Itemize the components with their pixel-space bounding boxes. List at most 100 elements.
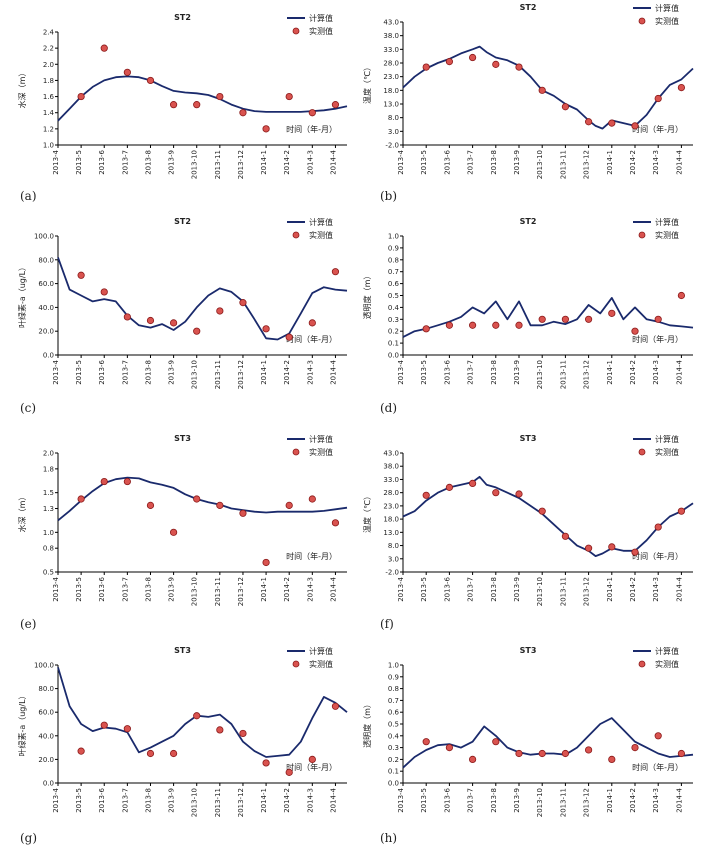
panel-letter: (e)	[20, 617, 36, 631]
observed-point	[239, 109, 247, 117]
x-axis-label: 时间（年-月）	[286, 124, 337, 134]
x-tick-label: 2014-3	[306, 788, 314, 813]
y-tick-label: 0.1	[388, 768, 399, 776]
legend-obs-label: 实测值	[655, 659, 679, 669]
observed-point	[262, 325, 270, 333]
observed-point	[677, 291, 686, 300]
x-tick-label: 2014-2	[283, 577, 291, 602]
y-tick-label: -2.0	[385, 569, 399, 577]
chart-title: ST3	[520, 434, 537, 443]
x-tick-label: 2013-9	[513, 150, 521, 175]
x-tick-label: 2014-1	[260, 150, 268, 175]
y-tick-label: 8.0	[388, 542, 399, 550]
observed-point	[170, 749, 178, 758]
x-tick-label: 2014-2	[629, 150, 637, 175]
x-tick-label: 2013-4	[52, 149, 60, 174]
x-tick-label: 2013-8	[490, 577, 498, 602]
observed-point	[331, 702, 340, 710]
observed-point	[561, 532, 570, 540]
observed-point	[422, 63, 430, 71]
observed-point	[422, 738, 430, 746]
x-tick-label: 2014-2	[629, 577, 637, 602]
legend-marker-swatch	[638, 231, 646, 239]
x-tick-label: 2013-6	[443, 787, 451, 812]
legend-marker-swatch	[292, 448, 300, 456]
x-tick-label: 2013-7	[121, 788, 129, 813]
x-tick-label: 2014-4	[675, 149, 683, 174]
legend-obs-label: 实测值	[655, 447, 679, 457]
x-tick-label: 2013-6	[98, 149, 106, 174]
y-tick-label: 1.0	[388, 233, 399, 241]
observed-point	[468, 479, 477, 488]
x-tick-label: 2014-4	[675, 576, 683, 601]
panel-letter: (a)	[20, 189, 37, 203]
panel-letter: (f)	[380, 617, 394, 631]
calc-series-line	[402, 296, 694, 338]
observed-point	[631, 122, 639, 130]
legend-obs-label: 实测值	[655, 16, 679, 26]
observed-point	[422, 491, 430, 499]
x-tick-label: 2014-1	[260, 360, 268, 385]
observed-point	[677, 749, 686, 758]
observed-point	[422, 325, 430, 333]
x-axis-label: 时间（年-月）	[286, 551, 337, 561]
y-tick-label: 23.0	[383, 502, 399, 510]
x-tick-label: 2014-4	[329, 576, 337, 601]
observed-point	[492, 60, 500, 68]
observed-point	[239, 729, 247, 738]
x-tick-label: 2013-7	[467, 360, 475, 385]
observed-point	[216, 501, 224, 509]
legend-marker-swatch	[638, 17, 646, 25]
observed-point	[468, 53, 477, 62]
observed-point	[123, 477, 131, 486]
x-tick-label: 2014-3	[306, 577, 314, 602]
chart-title: ST2	[520, 217, 537, 226]
panel-letter: (b)	[380, 189, 397, 203]
y-tick-label: 0.3	[388, 744, 399, 752]
observed-point	[146, 316, 155, 325]
x-tick-label: 2014-2	[629, 788, 637, 813]
x-tick-label: 2013-11	[214, 788, 222, 817]
y-tick-label: 1.4	[43, 109, 55, 117]
x-tick-label: 2014-1	[260, 788, 268, 813]
x-tick-label: 2013-4	[52, 787, 60, 812]
legend-marker-swatch	[292, 231, 300, 239]
observed-point	[331, 101, 340, 109]
chart-title: ST3	[174, 646, 191, 655]
y-tick-label: 1.5	[43, 489, 54, 497]
legend-marker-swatch	[292, 27, 300, 35]
x-tick-label: 2014-2	[629, 360, 637, 385]
x-tick-label: 2014-1	[606, 150, 614, 175]
x-tick-label: 2014-2	[283, 360, 291, 385]
y-tick-label: 0.0	[43, 780, 54, 788]
x-axis-label: 时间（年-月）	[632, 124, 683, 134]
observed-point	[123, 68, 131, 76]
x-tick-label: 2013-5	[420, 788, 428, 813]
panel-letter: (h)	[380, 831, 397, 845]
observed-point	[608, 119, 616, 127]
y-tick-label: 80.0	[38, 256, 54, 264]
observed-point	[631, 327, 639, 335]
y-tick-label: 0.8	[388, 685, 399, 693]
x-tick-label: 2013-4	[397, 359, 405, 384]
legend-calc-label: 计算值	[309, 13, 333, 23]
observed-point	[239, 299, 247, 307]
legend-calc-label: 计算值	[309, 434, 333, 444]
observed-point	[654, 94, 662, 103]
y-tick-label: 18.0	[383, 87, 399, 95]
x-tick-label: 2014-4	[329, 359, 337, 384]
y-tick-label: 0.9	[388, 244, 399, 252]
x-tick-label: 2013-7	[121, 360, 129, 385]
y-tick-label: 0.4	[388, 304, 400, 312]
legend-calc-label: 计算值	[309, 646, 333, 656]
y-tick-label: 28.0	[383, 60, 399, 68]
x-tick-label: 2013-11	[214, 577, 222, 606]
x-tick-label: 2013-10	[536, 150, 544, 179]
y-tick-label: 18.0	[383, 516, 399, 524]
y-tick-label: 0.0	[43, 352, 54, 360]
y-tick-label: 1.6	[43, 93, 55, 101]
x-tick-label: 2014-4	[675, 787, 683, 812]
x-tick-label: 2013-11	[559, 150, 567, 179]
y-tick-label: 13.0	[383, 529, 399, 537]
